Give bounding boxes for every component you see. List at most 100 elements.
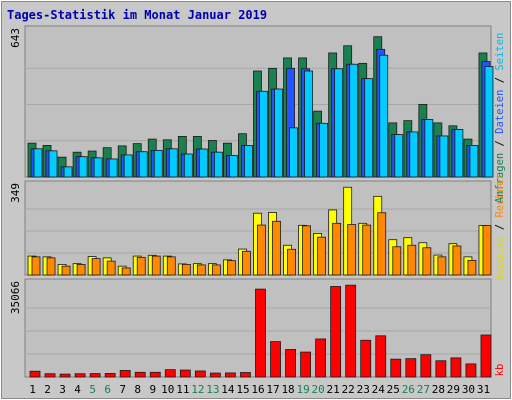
- bar-kb-kb-27: [420, 354, 432, 378]
- bar-kb-kb-2: [44, 373, 56, 378]
- x-tick-label-5: 5: [89, 383, 96, 396]
- bar-kb-kb-31: [480, 334, 492, 378]
- bar-hits-files-seiten-10: [168, 148, 178, 178]
- bar-visits-hosts-rechner-11: [181, 264, 191, 276]
- bar-visits-hosts-rechner-20: [317, 236, 327, 276]
- bar-kb-kb-18: [285, 349, 296, 378]
- bar-hits-files-seiten-5: [93, 157, 103, 178]
- bar-visits-hosts-rechner-21: [332, 222, 342, 276]
- x-tick-label-14: 14: [221, 383, 235, 396]
- label-sep-3: /: [494, 218, 506, 237]
- chart-title: Tages-Statistik im Monat Januar 2019: [7, 8, 267, 22]
- bar-kb-kb-10: [164, 369, 176, 378]
- x-tick-label-23: 23: [357, 383, 370, 396]
- bar-visits-hosts-rechner-30: [467, 259, 477, 276]
- bar-visits-hosts-rechner-14: [227, 260, 236, 276]
- bar-kb-kb-29: [450, 357, 462, 378]
- bar-visits-hosts-rechner-19: [302, 225, 311, 276]
- bar-visits-hosts-rechner-18: [287, 248, 296, 276]
- bar-visits-hosts-rechner-25: [392, 246, 402, 276]
- bar-kb-kb-30: [465, 363, 477, 378]
- x-tick-label-27: 27: [417, 383, 430, 396]
- bar-hits-files-seiten-18: [289, 127, 298, 178]
- bar-visits-hosts-rechner-28: [437, 256, 447, 276]
- label-anfragen: Anfragen: [494, 153, 506, 204]
- x-tick-label-30: 30: [462, 383, 475, 396]
- bar-visits-hosts-rechner-1: [31, 256, 41, 276]
- bar-hits-files-seiten-27: [424, 119, 434, 178]
- x-tick-label-31: 31: [477, 383, 490, 396]
- bar-hits-files-seiten-22: [349, 63, 359, 178]
- bar-kb-kb-6: [104, 373, 116, 378]
- bar-visits-hosts-rechner-7: [121, 267, 131, 276]
- bar-visits-hosts-rechner-24: [377, 212, 387, 276]
- bar-hits-files-seiten-15: [244, 145, 253, 178]
- bar-kb-kb-1: [29, 370, 41, 378]
- label-besuche: Besuche: [494, 236, 506, 280]
- bar-visits-hosts-rechner-6: [106, 260, 116, 276]
- x-tick-label-6: 6: [104, 383, 111, 396]
- bar-visits-hosts-rechner-4: [76, 264, 86, 276]
- x-tick-label-26: 26: [402, 383, 415, 396]
- y-max-label-kb: 35066: [9, 281, 22, 314]
- bar-visits-hosts-rechner-23: [362, 224, 372, 276]
- panel-kb: 35066: [9, 278, 492, 378]
- bar-hits-files-seiten-19: [304, 70, 313, 178]
- bar-visits-hosts-rechner-5: [91, 258, 101, 276]
- bar-visits-hosts-rechner-17: [272, 220, 281, 276]
- right-label-kb: kb: [494, 364, 506, 377]
- y-max-label-visits-hosts: 349: [9, 183, 22, 203]
- bar-hits-files-seiten-2: [48, 150, 58, 178]
- bar-kb-kb-7: [119, 370, 131, 378]
- bar-kb-kb-21: [330, 286, 342, 378]
- bar-kb-kb-8: [134, 371, 146, 378]
- bar-visits-hosts-rechner-9: [151, 255, 161, 276]
- bar-visits-hosts-rechner-16: [257, 224, 266, 276]
- x-tick-label-12: 12: [191, 383, 204, 396]
- bar-visits-hosts-rechner-12: [196, 264, 206, 276]
- x-tick-labels: 1 2 3 4 5 6 7 8 9 10 11 12 13 14 15 16 17 18 19 20 21 22 23 24 2…: [29, 383, 490, 396]
- bar-hits-files-seiten-20: [319, 122, 329, 178]
- bar-kb-kb-23: [360, 339, 372, 378]
- x-tick-label-29: 29: [447, 383, 460, 396]
- x-tick-label-21: 21: [327, 383, 340, 396]
- x-tick-label-8: 8: [134, 383, 141, 396]
- y-max-label-hits-files: 643: [9, 28, 22, 48]
- bar-hits-files-seiten-9: [153, 149, 163, 178]
- bar-visits-hosts-rechner-26: [407, 244, 417, 276]
- bar-kb-kb-28: [435, 360, 447, 378]
- x-tick-label-28: 28: [432, 383, 445, 396]
- bar-hits-files-seiten-31: [484, 66, 494, 178]
- x-tick-label-9: 9: [149, 383, 156, 396]
- right-label-visits-hosts: Besuche / Rechner: [494, 173, 506, 281]
- bar-hits-files-seiten-21: [334, 68, 344, 178]
- bar-kb-kb-16: [255, 288, 266, 378]
- bar-hits-files-seiten-14: [229, 155, 238, 178]
- chart-panels: 643 349 35066: [9, 25, 494, 378]
- bar-hits-files-seiten-4: [78, 156, 88, 178]
- bar-kb-kb-4: [74, 373, 86, 378]
- bar-hits-files-seiten-30: [469, 145, 479, 178]
- label-dateien: Dateien: [494, 90, 506, 134]
- bar-hits-files-seiten-28: [439, 135, 449, 178]
- bar-hits-files-seiten-23: [364, 78, 374, 178]
- bar-hits-files-seiten-25: [394, 134, 404, 178]
- x-tick-label-17: 17: [266, 383, 279, 396]
- bar-kb-kb-9: [149, 371, 161, 378]
- bar-hits-files-seiten-26: [409, 131, 419, 178]
- bar-hits-files-seiten-24: [379, 54, 389, 178]
- bar-hits-files-seiten-13: [213, 151, 223, 178]
- bar-hits-files-seiten-16: [259, 90, 268, 178]
- x-tick-label-24: 24: [372, 383, 386, 396]
- x-tick-label-11: 11: [176, 383, 189, 396]
- x-tick-label-19: 19: [296, 383, 309, 396]
- bar-kb-kb-14: [225, 372, 236, 378]
- bar-hits-files-seiten-3: [63, 166, 73, 178]
- bar-visits-hosts-rechner-27: [422, 247, 432, 276]
- x-tick-label-16: 16: [251, 383, 264, 396]
- bar-hits-files-seiten-8: [138, 151, 148, 178]
- bar-hits-files-seiten-12: [198, 148, 208, 178]
- bar-hits-files-seiten-1: [33, 148, 43, 178]
- x-tick-label-1: 1: [29, 383, 36, 396]
